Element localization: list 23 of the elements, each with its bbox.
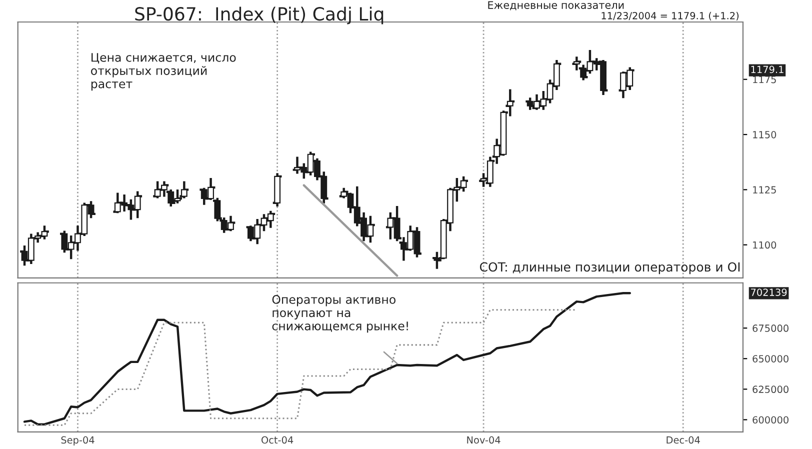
annotation: COT: длинные позиции операторов и OI bbox=[480, 262, 740, 274]
annotation: Операторы активно покупают на снижающемся рынке! bbox=[272, 295, 408, 333]
annotation: Цена снижается, число открытых позиций растет bbox=[91, 53, 236, 91]
x-tick-label: Dec-04 bbox=[666, 436, 700, 444]
x-tick-label: Sep-04 bbox=[61, 436, 94, 446]
line-series bbox=[23, 292, 631, 426]
x-tick-label: Nov-04 bbox=[467, 436, 500, 444]
text: 11/23/2004 = 1179.1 (+1.2) bbox=[602, 12, 739, 20]
candlestick bbox=[274, 173, 281, 206]
y-tick-label: 600000 bbox=[752, 416, 788, 424]
line-series bbox=[24, 309, 578, 426]
y-tick-label: 1125 bbox=[753, 186, 776, 194]
y-tick-label: 625000 bbox=[752, 386, 788, 394]
text: 702139 bbox=[751, 288, 787, 296]
y-tick-label: 1175 bbox=[753, 76, 776, 84]
y-tick-label: 1100 bbox=[753, 241, 776, 249]
x-tick-label: Oct-04 bbox=[262, 436, 294, 444]
chart-title: SP-067: Index (Pit) Cadj Liq bbox=[135, 6, 384, 24]
y-tick-label: 675000 bbox=[752, 324, 788, 332]
y-tick-label: 1150 bbox=[753, 131, 776, 138]
y-tick-label: 650000 bbox=[752, 355, 788, 362]
text: 1179.1 bbox=[751, 66, 784, 74]
chart-subtitle: Ежедневные показатели bbox=[488, 1, 624, 10]
